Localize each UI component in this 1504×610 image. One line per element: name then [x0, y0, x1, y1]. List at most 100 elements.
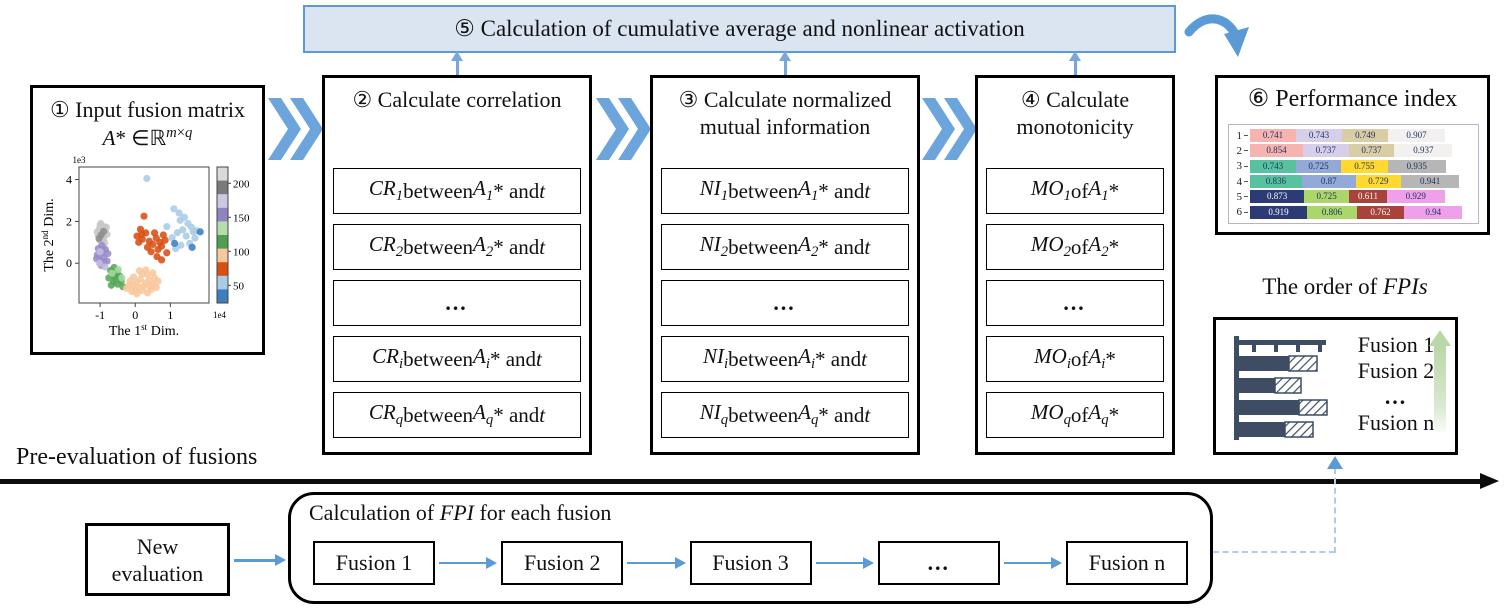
- scatter-point: [163, 223, 171, 231]
- panel-input-fusion-matrix: ① Input fusion matrix A* ∈ℝm×q -1 0 1 0 2 4 1e…: [30, 85, 265, 355]
- scatter-point: [101, 263, 109, 271]
- svg-text:4: 4: [66, 173, 72, 187]
- scatter-point: [103, 257, 111, 265]
- fpi-calculation-container: Calculation of FPI for each fusion Fusio…: [288, 492, 1213, 604]
- scatter-point: [159, 231, 167, 239]
- fpi-order-labels: Fusion 1 Fusion 2… Fusion n: [1342, 332, 1450, 436]
- pi-segment: 0.94: [1404, 205, 1463, 219]
- dashed-connector-horizontal: [1213, 551, 1335, 553]
- pi-segment: 0.737: [1302, 144, 1349, 158]
- performance-index-chart: 1 0.741 0.743 0.749 0.907 2 0.854 0.737 0.737 0.9…: [1228, 124, 1479, 224]
- pi-segment: 0.729: [1355, 175, 1401, 189]
- pi-row-label: 6: [1236, 206, 1243, 219]
- scatter-point: [140, 212, 148, 220]
- pi-row: 2 0.854 0.737 0.737 0.937: [1232, 144, 1476, 158]
- scatter-point: [163, 249, 171, 257]
- ellipsis-row: …: [986, 280, 1164, 326]
- scatter-point: [99, 227, 108, 236]
- pi-row-tick: [1244, 165, 1248, 167]
- fusion-chain: Fusion 1 Fusion 2 Fusion 3 … Fusion n: [313, 539, 1188, 587]
- pi-segment: 0.873: [1250, 190, 1305, 204]
- calc-row: MO1 of A1 *: [986, 168, 1164, 214]
- pi-row-tick: [1244, 181, 1248, 183]
- calc-row: CRi between Ai * and t: [333, 336, 581, 382]
- timeline-line: [0, 479, 1482, 484]
- fusion-box: Fusion 2: [501, 541, 624, 585]
- dashed-connector-arrowhead: [1327, 456, 1343, 469]
- pi-row-label: 4: [1236, 175, 1243, 188]
- arrow-right-icon: [439, 557, 498, 568]
- scatter-point: [157, 256, 166, 264]
- pi-row-label: 5: [1236, 190, 1243, 203]
- scatter-point: [191, 234, 199, 242]
- scatter-point: [196, 228, 204, 236]
- pi-row-label: 2: [1236, 144, 1243, 157]
- pi-segment: 0.741: [1250, 129, 1296, 143]
- scatter-point: [137, 230, 146, 238]
- pi-segment: 0.611: [1349, 190, 1387, 204]
- pi-row-tick: [1244, 135, 1248, 137]
- scatter-point: [143, 174, 151, 183]
- pi-row: 5 0.873 0.725 0.611 0.929: [1232, 190, 1476, 204]
- fusion-box: …: [877, 541, 1000, 585]
- pi-segment: 0.935: [1387, 159, 1446, 173]
- pi-row-tick: [1244, 196, 1248, 198]
- scatter-point: [152, 283, 160, 292]
- scatter-point: [136, 275, 145, 283]
- scatter-point: [142, 266, 150, 274]
- arrow-right-icon: [815, 557, 875, 568]
- scatter-point: [146, 282, 154, 290]
- pi-row: 6 0.919 0.806 0.762 0.94: [1232, 205, 1476, 219]
- calc-row: CR1 between A1 * and t: [333, 168, 581, 214]
- arrow-new-eval-to-container: [234, 554, 286, 565]
- fusion-box: Fusion 1: [313, 541, 435, 585]
- up-arrow-from-step2: [451, 51, 463, 75]
- pi-row: 4 0.836 0.87 0.729 0.941: [1232, 175, 1476, 189]
- pi-segment: 0.749: [1342, 129, 1389, 143]
- pi-row-label: 1: [1236, 129, 1243, 142]
- scatter-point: [150, 229, 159, 237]
- svg-text:The 2nd Dim.: The 2nd Dim.: [41, 198, 57, 271]
- scatter-point: [95, 234, 103, 243]
- scatter-point: [96, 248, 104, 256]
- pi-segment: 0.725: [1296, 159, 1341, 173]
- scatter-point: [176, 216, 184, 224]
- svg-text:0: 0: [132, 308, 138, 322]
- svg-text:-1: -1: [95, 308, 105, 322]
- svg-text:1e4: 1e4: [213, 310, 226, 320]
- scatter-point: [149, 269, 157, 277]
- up-arrow-from-step3: [779, 51, 791, 75]
- pi-segment: 0.854: [1250, 144, 1303, 158]
- calc-row: NIq between Aq * and t: [661, 392, 909, 438]
- chevron-right-icon: [268, 98, 323, 160]
- fusion-box: Fusion 3: [689, 541, 812, 585]
- pi-row: 3 0.743 0.725 0.755 0.935: [1232, 159, 1476, 173]
- chevron-right-icon: [922, 98, 977, 160]
- scatter-point: [170, 205, 178, 213]
- scatter-point: [131, 286, 139, 295]
- svg-text:0: 0: [66, 256, 72, 270]
- pi-row: 1 0.741 0.743 0.749 0.907: [1232, 129, 1476, 143]
- scatter-point: [173, 229, 181, 237]
- pi-row-tick: [1244, 211, 1248, 213]
- svg-text:100: 100: [233, 246, 250, 258]
- panel1-title: ① Input fusion matrix: [49, 97, 246, 122]
- fpi-order-label: …: [1384, 384, 1408, 409]
- scatter-point: [154, 277, 162, 285]
- pi-row-tick: [1244, 150, 1248, 152]
- curved-arrow-icon: [1184, 14, 1249, 57]
- pi-segment: 0.907: [1388, 129, 1445, 143]
- svg-text:1: 1: [167, 308, 173, 322]
- dashed-connector-vertical: [1334, 468, 1336, 553]
- calc-row: MOq of Aq *: [986, 392, 1164, 438]
- new-evaluation-box: New evaluation: [85, 523, 230, 596]
- fusion-matrix-formula: A* ∈ℝm×q: [102, 125, 193, 150]
- pi-segment: 0.755: [1341, 159, 1388, 173]
- svg-text:200: 200: [233, 178, 250, 190]
- calc-row: NI2 between A2 * and t: [661, 224, 909, 270]
- scatter-point: [125, 281, 133, 289]
- panel3-rows: NI1 between A1 * and t NI2 between A2 * and…: [661, 168, 909, 448]
- pi-segment: 0.919: [1250, 205, 1307, 219]
